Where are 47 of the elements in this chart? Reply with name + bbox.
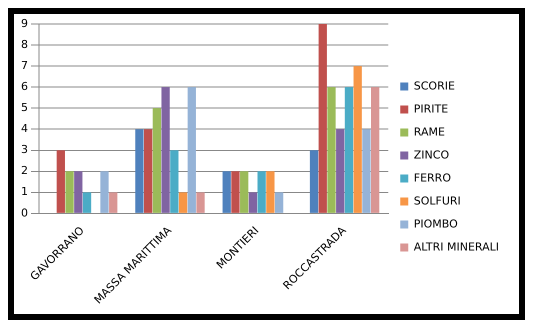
bar bbox=[318, 24, 327, 213]
bar bbox=[327, 87, 336, 213]
bar bbox=[196, 192, 205, 213]
bar bbox=[188, 87, 196, 213]
y-tick-label: 1 bbox=[21, 185, 28, 198]
bar bbox=[248, 192, 258, 213]
bar bbox=[109, 192, 118, 213]
bar bbox=[274, 192, 284, 213]
bar bbox=[336, 129, 344, 213]
bar bbox=[240, 171, 248, 213]
y-tick-label: 8 bbox=[21, 38, 28, 51]
bar bbox=[258, 171, 266, 213]
bar bbox=[152, 108, 162, 213]
legend-label: FERRO bbox=[414, 171, 452, 184]
bar bbox=[161, 87, 170, 213]
bar bbox=[222, 171, 231, 213]
bar bbox=[74, 171, 82, 213]
bar bbox=[354, 66, 362, 213]
y-tick-label: 2 bbox=[21, 164, 28, 178]
y-tick-label: 0 bbox=[21, 206, 28, 220]
bar bbox=[56, 150, 65, 213]
bar bbox=[266, 171, 275, 213]
bar bbox=[82, 192, 92, 213]
y-tick-label: 4 bbox=[21, 122, 28, 136]
bar bbox=[65, 171, 74, 213]
legend-label: PIRITE bbox=[414, 102, 448, 116]
legend-label: PIOMBO bbox=[414, 217, 458, 230]
legend-label: SCORIE bbox=[414, 79, 455, 92]
bar bbox=[362, 129, 371, 213]
bar bbox=[178, 192, 188, 213]
bar bbox=[344, 87, 354, 213]
bar bbox=[231, 171, 240, 213]
bar bbox=[170, 150, 178, 213]
y-tick-label: 5 bbox=[21, 101, 28, 114]
legend-label: ALTRI MINERALI bbox=[414, 240, 499, 254]
legend-label: RAME bbox=[414, 125, 445, 138]
y-tick-label: 3 bbox=[21, 143, 28, 156]
bar bbox=[371, 87, 380, 213]
y-tick-label: 7 bbox=[21, 58, 28, 72]
bar bbox=[135, 129, 144, 213]
y-tick-label: 6 bbox=[21, 80, 28, 93]
bar bbox=[100, 171, 109, 213]
bar bbox=[310, 150, 318, 213]
legend-label: ZINCO bbox=[414, 148, 450, 162]
legend-label: SOLFURI bbox=[414, 194, 461, 208]
bar bbox=[144, 129, 152, 213]
y-tick-label: 9 bbox=[21, 16, 28, 30]
